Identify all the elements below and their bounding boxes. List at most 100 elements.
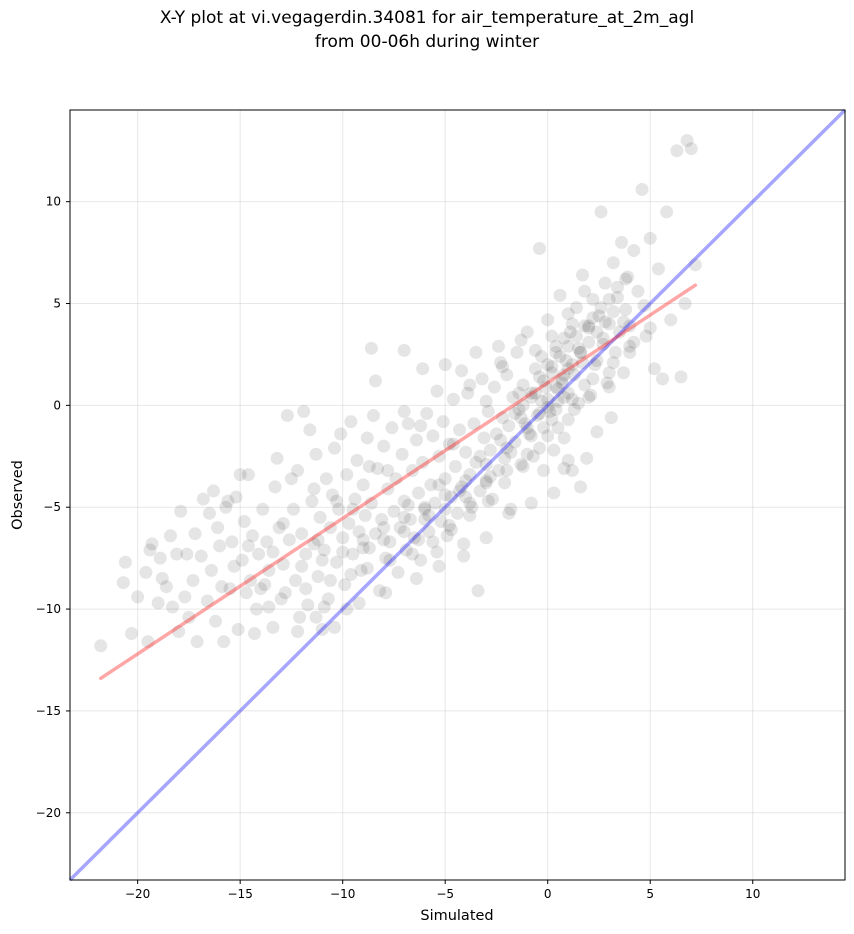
scatter-point xyxy=(479,457,493,471)
title-line-2: from 00-06h during winter xyxy=(314,32,540,52)
scatter-point xyxy=(364,341,378,355)
scatter-point xyxy=(510,345,524,359)
scatter-point xyxy=(180,547,194,561)
scatter-point xyxy=(492,339,506,353)
scatter-point xyxy=(524,429,538,443)
scatter-point xyxy=(533,441,547,455)
scatter-point xyxy=(282,533,296,547)
scatter-point xyxy=(582,319,596,333)
scatter-point xyxy=(596,337,610,351)
scatter-point xyxy=(453,423,467,437)
scatter-point xyxy=(356,533,370,547)
scatter-point xyxy=(291,624,305,638)
scatter-point xyxy=(241,468,255,482)
scatter-point xyxy=(627,244,641,258)
scatter-point xyxy=(582,390,596,404)
scatter-point xyxy=(508,435,522,449)
scatter-point xyxy=(438,488,452,502)
scatter-point xyxy=(602,317,616,331)
y-tick-label: 5 xyxy=(53,297,61,311)
scatter-point xyxy=(606,356,620,370)
scatter-point xyxy=(483,443,497,457)
scatter-point xyxy=(356,541,370,555)
scatter-point xyxy=(297,404,311,418)
scatter-point xyxy=(537,421,551,435)
scatter-point xyxy=(553,349,567,363)
scatter-point xyxy=(299,547,313,561)
scatter-point xyxy=(506,390,520,404)
scatter-point xyxy=(481,494,495,508)
scatter-point xyxy=(381,464,395,478)
scatter-point xyxy=(336,531,350,545)
scatter-point xyxy=(368,374,382,388)
scatter-point xyxy=(426,535,440,549)
scatter-point xyxy=(405,547,419,561)
scatter-point xyxy=(262,563,276,577)
lines-layer xyxy=(68,108,847,882)
scatter-point xyxy=(678,297,692,311)
scatter-point xyxy=(590,325,604,339)
scatter-point xyxy=(145,537,159,551)
scatter-point xyxy=(524,390,538,404)
scatter-point xyxy=(350,453,364,467)
scatter-point xyxy=(209,614,223,628)
scatter-point xyxy=(580,451,594,465)
scatter-point xyxy=(504,502,518,516)
scatter-point xyxy=(352,525,366,539)
scatter-point xyxy=(528,343,542,357)
plot-frame xyxy=(69,109,846,881)
scatter-point xyxy=(479,531,493,545)
scatter-point xyxy=(364,496,378,510)
scatter-point xyxy=(346,547,360,561)
scatter-point xyxy=(631,284,645,298)
scatter-point xyxy=(342,517,356,531)
scatter-point xyxy=(323,574,337,588)
scatter-point xyxy=(227,559,241,573)
scatter-point xyxy=(381,482,395,496)
scatter-point xyxy=(416,362,430,376)
scatter-point xyxy=(241,539,255,553)
scatter-point xyxy=(414,419,428,433)
scatter-point xyxy=(670,144,684,158)
scatter-point xyxy=(596,331,610,345)
scatter-point xyxy=(131,590,145,604)
scatter-point xyxy=(358,508,372,522)
scatter-point xyxy=(610,280,624,294)
identity-line xyxy=(68,108,847,882)
scatter-point xyxy=(455,480,469,494)
scatter-point xyxy=(159,580,173,594)
scatter-point xyxy=(432,449,446,463)
title-line-1: X-Y plot at vi.vegagerdin.34081 for air_… xyxy=(159,8,695,28)
scatter-point xyxy=(276,557,290,571)
scatter-point xyxy=(565,392,579,406)
scatter-point xyxy=(153,551,167,565)
scatter-point xyxy=(379,586,393,600)
scatter-point xyxy=(475,372,489,386)
x-tick-label: −15 xyxy=(228,887,253,901)
scatter-point xyxy=(321,592,335,606)
scatter-point xyxy=(500,368,514,382)
scatter-point xyxy=(555,376,569,390)
fit-line xyxy=(99,283,698,681)
scatter-point xyxy=(385,421,399,435)
scatter-point xyxy=(522,427,536,441)
scatter-point xyxy=(393,521,407,535)
scatter-point xyxy=(170,547,184,561)
scatter-point xyxy=(590,425,604,439)
scatter-point xyxy=(584,388,598,402)
scatter-point xyxy=(305,494,319,508)
scatter-point xyxy=(442,437,456,451)
scatter-point xyxy=(533,370,547,384)
scatter-point xyxy=(604,411,618,425)
scatter-point xyxy=(344,415,358,429)
scatter-point xyxy=(309,447,323,461)
scatter-point xyxy=(383,535,397,549)
scatter-point xyxy=(465,500,479,514)
scatter-point xyxy=(239,586,253,600)
scatter-point xyxy=(576,268,590,282)
scatter-point xyxy=(432,559,446,573)
scatter-point xyxy=(469,345,483,359)
grid-layer xyxy=(70,110,845,880)
scatter-point xyxy=(143,543,157,557)
scatter-point xyxy=(533,407,547,421)
